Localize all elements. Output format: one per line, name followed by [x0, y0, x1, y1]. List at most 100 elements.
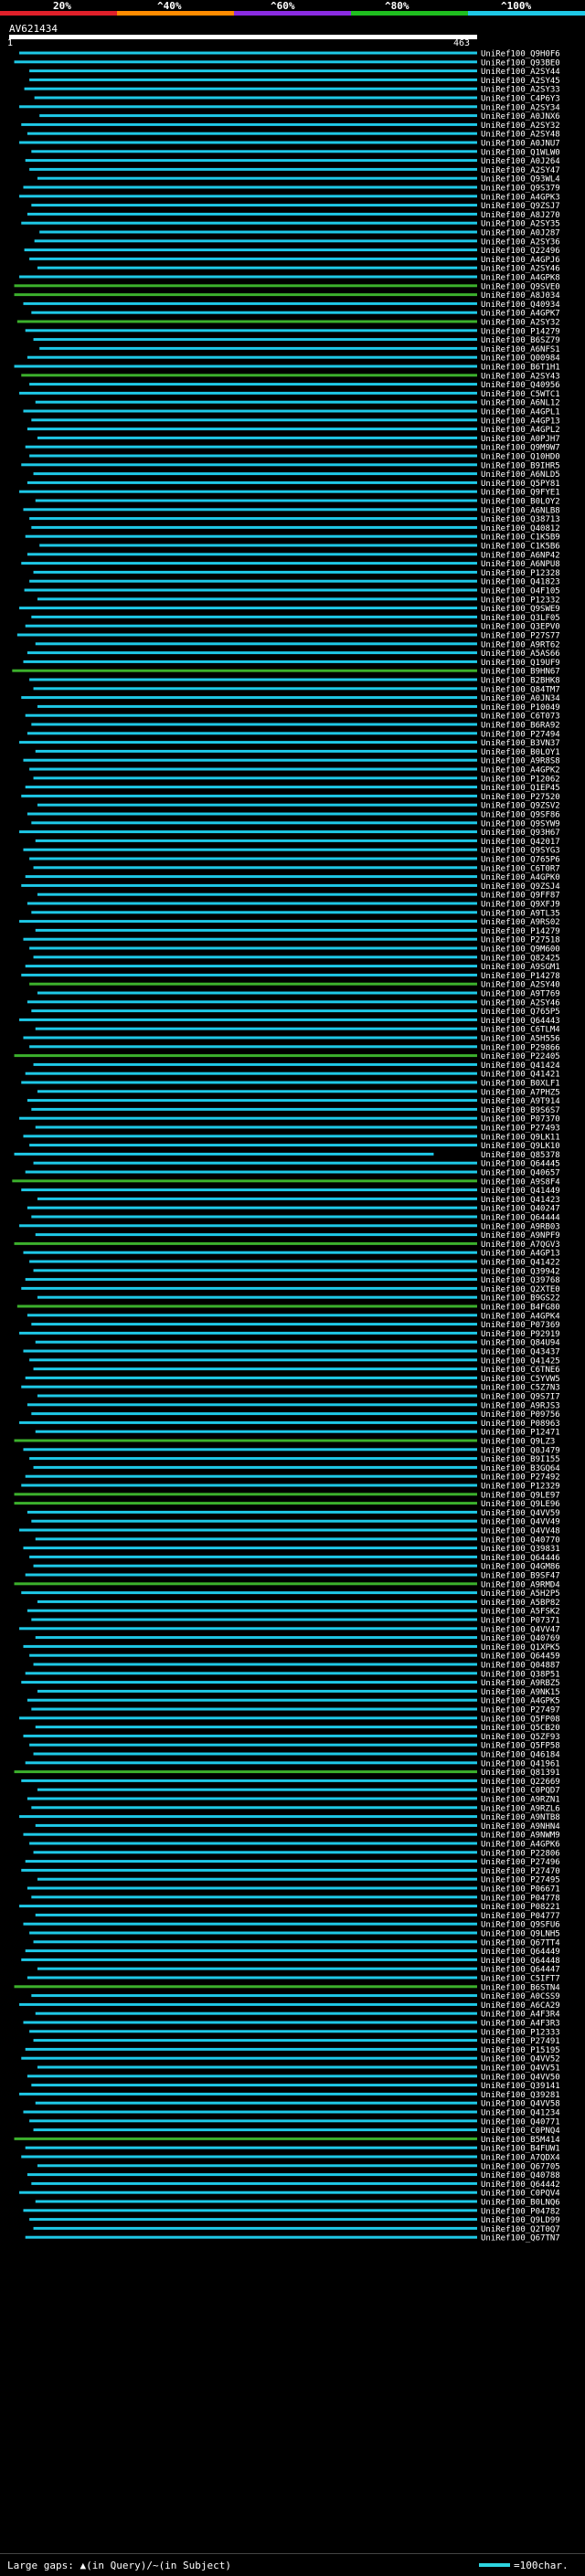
- alignment-bar[interactable]: [33, 955, 478, 959]
- alignment-bar[interactable]: [29, 767, 477, 771]
- alignment-label[interactable]: UniRef100_B9GS22: [481, 1294, 560, 1304]
- alignment-label[interactable]: UniRef100_Q39768: [481, 1276, 560, 1285]
- alignment-bar[interactable]: [29, 946, 477, 950]
- alignment-label[interactable]: UniRef100_A2SY45: [481, 77, 560, 86]
- alignment-bar[interactable]: [33, 866, 478, 870]
- alignment-bar[interactable]: [33, 338, 478, 342]
- alignment-label[interactable]: UniRef100_B3VN37: [481, 739, 560, 748]
- alignment-bar[interactable]: [33, 2226, 478, 2230]
- alignment-bar[interactable]: [33, 570, 478, 574]
- alignment-bar[interactable]: [31, 1009, 477, 1013]
- alignment-label[interactable]: UniRef100_Q10HD0: [481, 453, 560, 462]
- alignment-bar[interactable]: [14, 364, 478, 368]
- alignment-label[interactable]: UniRef100_P27495: [481, 1876, 560, 1885]
- alignment-label[interactable]: UniRef100_A4GPK6: [481, 1841, 560, 1850]
- alignment-label[interactable]: UniRef100_Q41234: [481, 2109, 560, 2118]
- alignment-label[interactable]: UniRef100_B4FG80: [481, 1304, 560, 1313]
- alignment-bar[interactable]: [35, 1125, 478, 1129]
- alignment-bar[interactable]: [25, 534, 478, 538]
- alignment-bar[interactable]: [25, 2146, 478, 2149]
- alignment-label[interactable]: UniRef100_Q82425: [481, 954, 560, 963]
- alignment-bar[interactable]: [33, 2128, 478, 2132]
- alignment-bar[interactable]: [37, 1877, 477, 1881]
- alignment-label[interactable]: UniRef100_P04782: [481, 2207, 560, 2216]
- alignment-label[interactable]: UniRef100_Q39141: [481, 2082, 560, 2091]
- alignment-bar[interactable]: [29, 1358, 477, 1362]
- alignment-bar[interactable]: [35, 1340, 478, 1344]
- alignment-label[interactable]: UniRef100_A9RMD4: [481, 1580, 560, 1589]
- alignment-label[interactable]: UniRef100_A9T914: [481, 1097, 560, 1106]
- alignment-bar[interactable]: [27, 1797, 477, 1800]
- alignment-bar[interactable]: [12, 1179, 477, 1183]
- alignment-bar[interactable]: [35, 1233, 478, 1237]
- alignment-bar[interactable]: [31, 615, 477, 618]
- alignment-label[interactable]: UniRef100_B2BHK8: [481, 677, 560, 686]
- alignment-bar[interactable]: [25, 329, 478, 333]
- alignment-bar[interactable]: [29, 383, 477, 386]
- alignment-label[interactable]: UniRef100_P14278: [481, 972, 560, 981]
- alignment-label[interactable]: UniRef100_P12329: [481, 1483, 560, 1492]
- alignment-label[interactable]: UniRef100_Q41424: [481, 1061, 560, 1071]
- alignment-bar[interactable]: [19, 2191, 477, 2194]
- alignment-bar[interactable]: [29, 1555, 477, 1558]
- alignment-bar[interactable]: [19, 105, 477, 109]
- alignment-bar[interactable]: [29, 78, 477, 81]
- alignment-label[interactable]: UniRef100_Q85378: [481, 1151, 560, 1160]
- alignment-label[interactable]: UniRef100_Q22496: [481, 247, 560, 256]
- alignment-label[interactable]: UniRef100_C5YVW5: [481, 1375, 560, 1384]
- alignment-label[interactable]: UniRef100_Q64449: [481, 1948, 560, 1957]
- alignment-label[interactable]: UniRef100_Q4VV58: [481, 2100, 560, 2109]
- alignment-bar[interactable]: [35, 1537, 478, 1541]
- alignment-bar[interactable]: [23, 1036, 478, 1040]
- alignment-label[interactable]: UniRef100_Q9LK11: [481, 1133, 560, 1142]
- alignment-bar[interactable]: [35, 2011, 478, 2015]
- alignment-bar[interactable]: [29, 2218, 477, 2222]
- alignment-bar[interactable]: [24, 248, 478, 252]
- alignment-label[interactable]: UniRef100_Q67TT4: [481, 1938, 560, 1948]
- alignment-label[interactable]: UniRef100_P10049: [481, 703, 560, 713]
- alignment-label[interactable]: UniRef100_Q5CB20: [481, 1724, 560, 1733]
- alignment-bar[interactable]: [27, 1886, 477, 1890]
- alignment-bar[interactable]: [31, 723, 477, 726]
- alignment-bar[interactable]: [35, 839, 478, 842]
- alignment-bar[interactable]: [35, 749, 478, 753]
- alignment-label[interactable]: UniRef100_A4F3R3: [481, 2020, 560, 2029]
- alignment-label[interactable]: UniRef100_A2SY46: [481, 265, 560, 274]
- alignment-bar[interactable]: [37, 1599, 477, 1603]
- alignment-label[interactable]: UniRef100_Q84TM7: [481, 685, 560, 694]
- alignment-label[interactable]: UniRef100_A9SGM1: [481, 963, 560, 972]
- alignment-label[interactable]: UniRef100_Q4VV48: [481, 1527, 560, 1536]
- alignment-label[interactable]: UniRef100_B5M414: [481, 2136, 560, 2145]
- alignment-bar[interactable]: [25, 713, 478, 717]
- alignment-label[interactable]: UniRef100_A9RS02: [481, 918, 560, 927]
- alignment-label[interactable]: UniRef100_A7QGV3: [481, 1240, 560, 1250]
- alignment-label[interactable]: UniRef100_Q5FP58: [481, 1742, 560, 1751]
- alignment-bar[interactable]: [21, 2056, 477, 2060]
- alignment-label[interactable]: UniRef100_Q9ZSJ4: [481, 882, 560, 892]
- alignment-bar[interactable]: [21, 1868, 477, 1872]
- alignment-bar[interactable]: [14, 1054, 478, 1058]
- alignment-bar[interactable]: [29, 1260, 477, 1263]
- alignment-bar[interactable]: [27, 1000, 477, 1004]
- alignment-label[interactable]: UniRef100_Q42017: [481, 838, 560, 847]
- alignment-bar[interactable]: [19, 1116, 477, 1120]
- alignment-bar[interactable]: [14, 1439, 478, 1442]
- alignment-bar[interactable]: [24, 588, 478, 592]
- alignment-label[interactable]: UniRef100_P04777: [481, 1912, 560, 1921]
- alignment-bar[interactable]: [37, 991, 477, 995]
- alignment-label[interactable]: UniRef100_C6T0R7: [481, 864, 560, 873]
- alignment-bar[interactable]: [39, 544, 477, 547]
- alignment-bar[interactable]: [33, 1367, 478, 1371]
- alignment-bar[interactable]: [19, 607, 477, 610]
- alignment-label[interactable]: UniRef100_A7QDX4: [481, 2154, 560, 2163]
- alignment-bar[interactable]: [21, 973, 477, 977]
- alignment-bar[interactable]: [23, 508, 478, 512]
- alignment-bar[interactable]: [19, 490, 477, 493]
- alignment-label[interactable]: UniRef100_Q40812: [481, 524, 560, 533]
- alignment-bar[interactable]: [19, 1716, 477, 1720]
- alignment-bar[interactable]: [37, 1967, 477, 1970]
- alignment-label[interactable]: UniRef100_P12062: [481, 775, 560, 784]
- alignment-bar[interactable]: [25, 2235, 478, 2239]
- alignment-label[interactable]: UniRef100_A9RBZ5: [481, 1679, 560, 1688]
- alignment-bar[interactable]: [37, 2065, 477, 2069]
